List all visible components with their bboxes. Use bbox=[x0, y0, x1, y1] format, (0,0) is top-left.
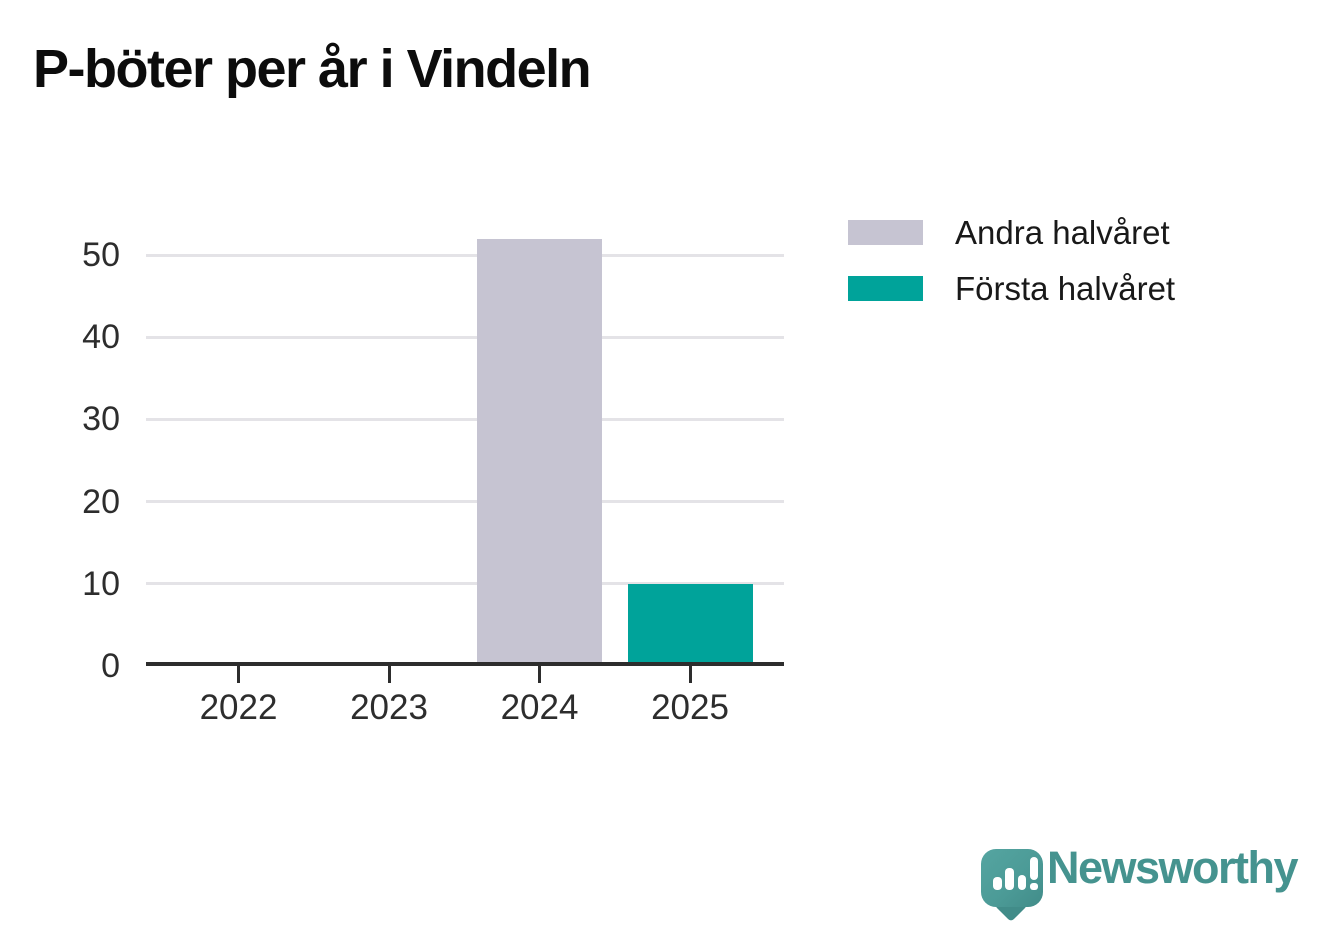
y-axis-tick-label: 50 bbox=[82, 236, 120, 274]
x-axis-tick-label-2023: 2023 bbox=[350, 688, 428, 727]
legend-label: Andra halvåret bbox=[955, 213, 1170, 251]
logo-chart-bar-icon bbox=[1005, 868, 1014, 890]
legend: Andra halvåret Första halvåret bbox=[848, 214, 1175, 332]
y-axis-tick-label: 0 bbox=[101, 647, 120, 685]
bar-forsta-halvaret-2025 bbox=[627, 583, 753, 666]
chart-title: P-böter per år i Vindeln bbox=[33, 39, 592, 99]
y-axis-tick-label: 10 bbox=[82, 564, 120, 603]
gridline-20 bbox=[146, 500, 784, 504]
x-axis-tick bbox=[538, 666, 541, 683]
legend-label: Första halvåret bbox=[955, 269, 1176, 307]
y-axis-tick-label: 30 bbox=[82, 400, 120, 439]
x-axis-tick bbox=[387, 666, 391, 683]
x-axis-tick-label-2022: 2022 bbox=[199, 688, 278, 727]
legend-item-andra-halvaret: Andra halvåret bbox=[848, 214, 1175, 251]
y-axis-tick-label: 20 bbox=[82, 482, 120, 521]
gridline-30 bbox=[146, 417, 784, 421]
y-axis-tick-label: 40 bbox=[82, 318, 120, 357]
x-axis-tick bbox=[237, 666, 240, 683]
legend-swatch-andra-halvaret bbox=[848, 220, 923, 245]
newsworthy-logo-text: Newsworthy bbox=[1047, 842, 1299, 893]
logo-chart-bar-icon bbox=[993, 877, 1002, 890]
gridline-40 bbox=[146, 335, 784, 339]
bar-andra-halvaret-2024 bbox=[477, 238, 602, 666]
x-axis-tick-label-2025: 2025 bbox=[651, 688, 729, 727]
gridline-50 bbox=[146, 253, 784, 257]
newsworthy-logo-icon bbox=[981, 849, 1043, 922]
logo-exclamation-dot-icon bbox=[1030, 883, 1038, 890]
legend-swatch-forsta-halvaret bbox=[848, 276, 923, 301]
legend-item-forsta-halvaret: Första halvåret bbox=[848, 270, 1175, 307]
x-axis-tick-label-2024: 2024 bbox=[500, 688, 579, 727]
gridline-10 bbox=[146, 582, 784, 586]
logo-chart-bar-icon bbox=[1018, 875, 1026, 890]
x-axis-line bbox=[146, 662, 784, 666]
x-axis-tick bbox=[688, 666, 692, 683]
logo-exclamation-icon bbox=[1030, 857, 1038, 880]
